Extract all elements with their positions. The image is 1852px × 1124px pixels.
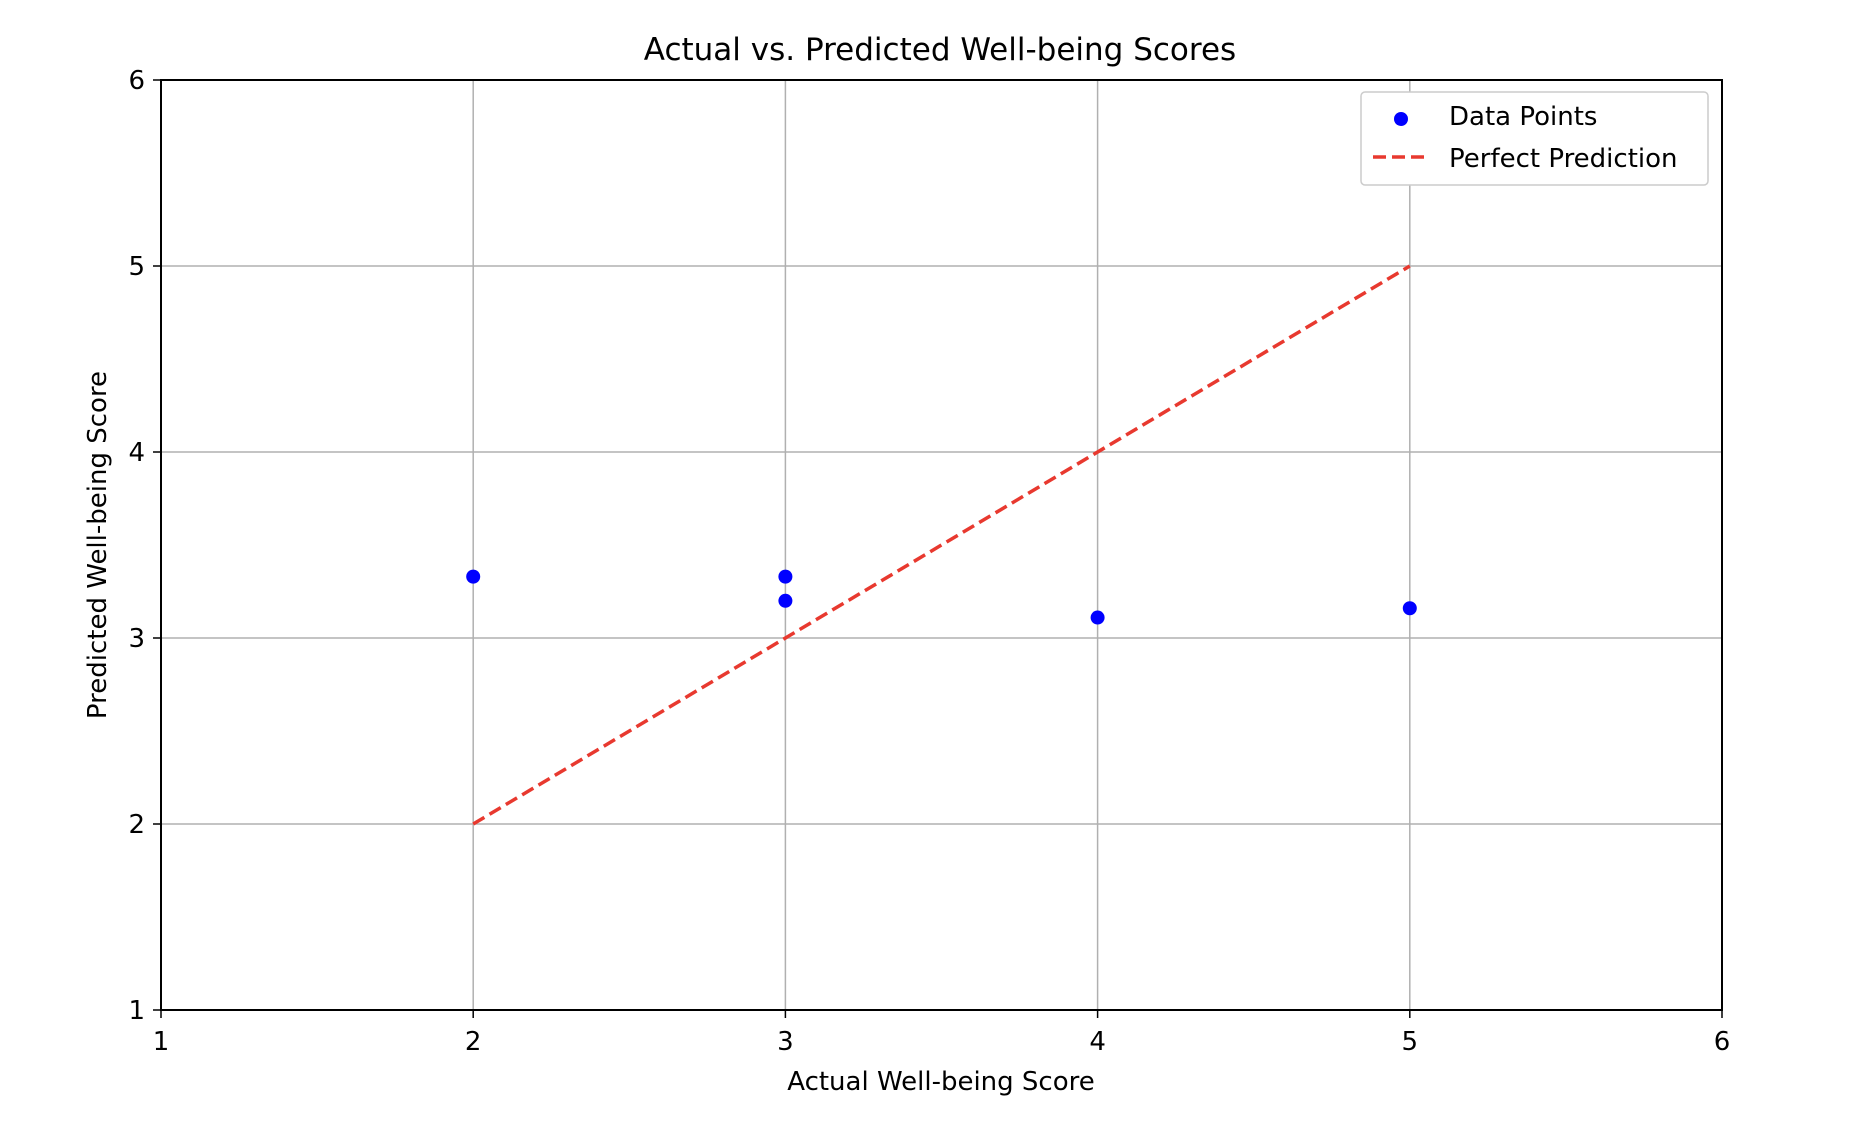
y-tick-label: 1 <box>128 996 145 1026</box>
x-tick-label: 2 <box>465 1027 482 1057</box>
y-axis-ticks: 1 2 3 4 5 6 <box>128 66 161 1026</box>
data-point <box>1402 601 1417 616</box>
chart-title: Actual vs. Predicted Well-being Scores <box>644 32 1236 68</box>
data-point <box>778 593 793 608</box>
y-tick-label: 4 <box>128 438 145 468</box>
x-tick-label: 4 <box>1089 1027 1106 1057</box>
x-tick-label: 3 <box>777 1027 794 1057</box>
plot-frame <box>160 79 1723 1011</box>
x-axis-label: Actual Well-being Score <box>787 1067 1095 1097</box>
legend-perfect-prediction-label: Perfect Prediction <box>1449 144 1678 174</box>
perfect-prediction-line <box>472 264 1411 826</box>
legend-data-points-marker <box>1394 112 1408 126</box>
legend-data-points-label: Data Points <box>1449 102 1597 132</box>
legend-box <box>1360 91 1709 186</box>
data-point <box>1090 610 1105 625</box>
data-points-layer <box>466 569 1417 625</box>
y-axis-label: Predicted Well-being Score <box>83 371 113 719</box>
x-axis-ticks: 1 2 3 4 5 6 <box>153 1010 1731 1057</box>
perfect-prediction-layer <box>472 264 1411 826</box>
data-point <box>778 569 793 584</box>
x-tick-label: 5 <box>1402 1027 1419 1057</box>
x-tick-label: 1 <box>153 1027 170 1057</box>
y-tick-label: 2 <box>128 810 145 840</box>
y-tick-label: 6 <box>128 66 145 96</box>
legend: Data Points Perfect Prediction <box>1360 91 1709 186</box>
y-tick-label: 5 <box>128 252 145 282</box>
data-point <box>466 569 481 584</box>
y-tick-label: 3 <box>128 624 145 654</box>
x-tick-label: 6 <box>1714 1027 1731 1057</box>
